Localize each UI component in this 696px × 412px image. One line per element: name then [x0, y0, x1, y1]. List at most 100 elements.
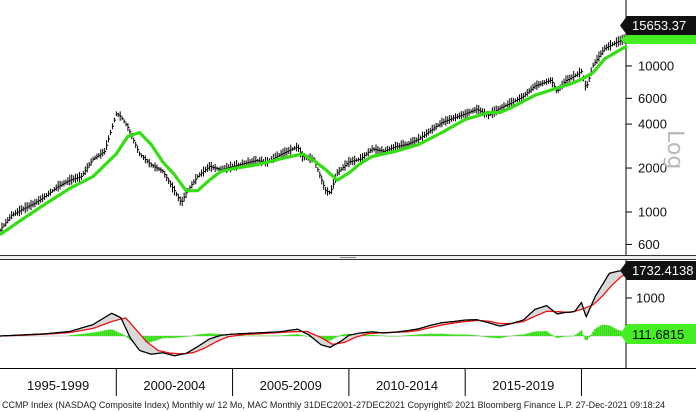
histogram-bar	[522, 334, 525, 336]
histogram-bar	[241, 335, 244, 336]
histogram-bar	[605, 325, 608, 336]
moving-average-line	[0, 44, 628, 236]
histogram-bar	[545, 331, 548, 336]
histogram-bar	[592, 331, 595, 336]
histogram-bar	[475, 335, 478, 336]
histogram-bar	[433, 333, 436, 336]
histogram-bar	[506, 336, 509, 337]
histogram-bar	[392, 336, 395, 337]
last-price-badge-pointer	[620, 16, 627, 35]
histogram-bar	[537, 331, 540, 336]
histogram-bar	[299, 334, 302, 336]
histogram-bar	[493, 336, 496, 338]
histogram-bar	[342, 334, 344, 336]
histogram-bar	[280, 335, 282, 336]
oscillator-fast-value: 1732.4138	[632, 263, 693, 278]
oscillator-axis: 1000	[626, 291, 665, 306]
histogram-bar	[107, 329, 110, 336]
histogram-bar	[363, 334, 366, 336]
histogram-bar	[256, 335, 259, 337]
histogram-bar	[251, 335, 253, 337]
histogram-bar	[258, 335, 261, 337]
histogram-bar	[578, 331, 581, 336]
histogram-bar	[291, 334, 294, 336]
histogram-bar	[105, 330, 108, 336]
histogram-bar	[324, 336, 327, 342]
histogram-bar	[375, 335, 377, 336]
histogram-bar	[431, 333, 434, 336]
histogram-bar	[388, 336, 391, 337]
histogram-bar	[206, 333, 209, 336]
histogram-bar	[101, 330, 104, 336]
histogram-bar	[532, 331, 534, 336]
histogram-bar	[287, 334, 290, 336]
histogram-bar	[491, 336, 494, 338]
histogram-bar	[272, 335, 275, 337]
histogram-bar	[253, 335, 255, 337]
histogram-bar	[307, 336, 310, 337]
histogram-bar	[427, 333, 430, 336]
histogram-bar	[594, 328, 596, 336]
histogram-bar	[485, 336, 488, 338]
histogram-bar	[582, 335, 585, 336]
histogram-bar	[543, 331, 546, 336]
histogram-bar	[190, 335, 193, 337]
histogram-bar	[367, 334, 370, 336]
histogram-bar	[119, 333, 122, 336]
histogram-bar	[584, 336, 587, 340]
histogram-bar	[371, 334, 374, 336]
histogram-bar	[421, 334, 424, 336]
histogram-badge: 111.6815	[620, 324, 696, 344]
histogram-bar	[92, 332, 94, 336]
histogram-bar	[452, 334, 455, 336]
histogram-bar	[179, 336, 182, 338]
histogram-bar	[334, 336, 337, 338]
histogram-bar	[518, 334, 521, 336]
oscillator-fast-badge-pointer	[620, 261, 627, 280]
histogram-bar	[596, 327, 598, 336]
histogram-bar	[441, 333, 443, 336]
histogram-bar	[127, 336, 129, 339]
histogram-bar	[559, 336, 562, 338]
histogram-bar	[479, 336, 482, 337]
histogram-bar	[557, 336, 560, 339]
histogram-bar	[243, 335, 246, 336]
histogram-bar	[386, 335, 389, 337]
histogram-bar	[539, 331, 542, 336]
chart-footer: CCMP Index (NASDAQ Composite Index) Mont…	[2, 400, 665, 410]
histogram-bar	[561, 336, 563, 338]
histogram-bar	[435, 333, 438, 336]
histogram-bar	[285, 334, 288, 336]
histogram-bar	[530, 332, 532, 336]
histogram-bar	[86, 333, 89, 336]
histogram-bar	[365, 334, 368, 336]
histogram-bar	[97, 331, 100, 336]
histogram-bar	[152, 336, 155, 342]
histogram-bar	[216, 333, 218, 336]
histogram-bar	[326, 336, 329, 341]
histogram-bar	[293, 334, 296, 336]
histogram-bar	[84, 333, 87, 336]
histogram-bar	[450, 334, 453, 336]
histogram-bar	[177, 336, 180, 338]
histogram-bar	[429, 333, 432, 336]
histogram-bar	[524, 333, 527, 336]
histogram-bar	[171, 336, 174, 338]
histogram-bar	[154, 336, 156, 341]
histogram-bar	[328, 336, 331, 341]
histogram-bar	[462, 334, 465, 336]
histogram-bar	[276, 335, 279, 337]
histogram-bar	[198, 334, 201, 336]
histogram-bar	[249, 335, 251, 337]
last-ma-badge	[620, 35, 696, 44]
histogram-bar	[214, 333, 217, 336]
histogram-bar	[487, 336, 490, 338]
histogram-bar	[274, 335, 277, 337]
histogram-bar	[194, 334, 197, 336]
histogram-bar	[547, 332, 550, 336]
price-axis-tick-label: 600	[638, 237, 660, 252]
histogram-bar	[373, 334, 375, 336]
histogram-bar	[437, 333, 439, 336]
histogram-bar	[165, 336, 168, 339]
